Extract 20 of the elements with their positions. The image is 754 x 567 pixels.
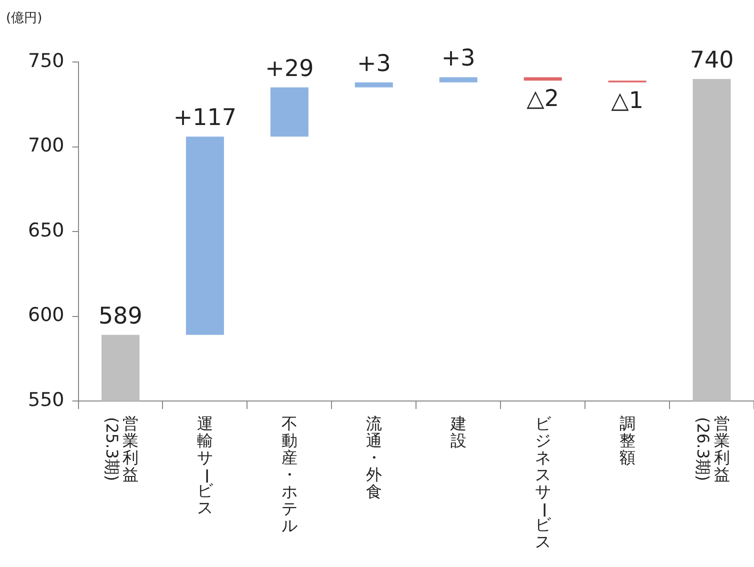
y-tick-label: 650	[28, 219, 64, 242]
x-tick-label: 不動産・ホテル	[281, 414, 298, 536]
data-label: 589	[98, 303, 142, 330]
data-label: +3	[441, 46, 476, 72]
data-label: +117	[173, 105, 237, 132]
y-axis-title: (億円)	[6, 10, 42, 26]
x-tick-label: 建設	[449, 414, 466, 450]
y-tick-label: 600	[28, 304, 64, 326]
y-tick-label: 550	[28, 388, 64, 411]
data-label: +3	[356, 50, 391, 77]
data-label: △1	[611, 88, 644, 114]
data-label: 740	[690, 47, 734, 74]
x-tick-label: ビジネスサービス	[534, 414, 554, 552]
y-tick-label: 750	[28, 50, 64, 72]
x-tick-label: 運輸サービス	[196, 414, 216, 518]
x-tick-label: 調整額	[619, 414, 636, 468]
data-label: +29	[265, 56, 314, 82]
x-tick-label: 流通・外食	[366, 414, 382, 502]
data-label: △2	[526, 86, 559, 112]
y-tick-label: 700	[28, 134, 64, 157]
